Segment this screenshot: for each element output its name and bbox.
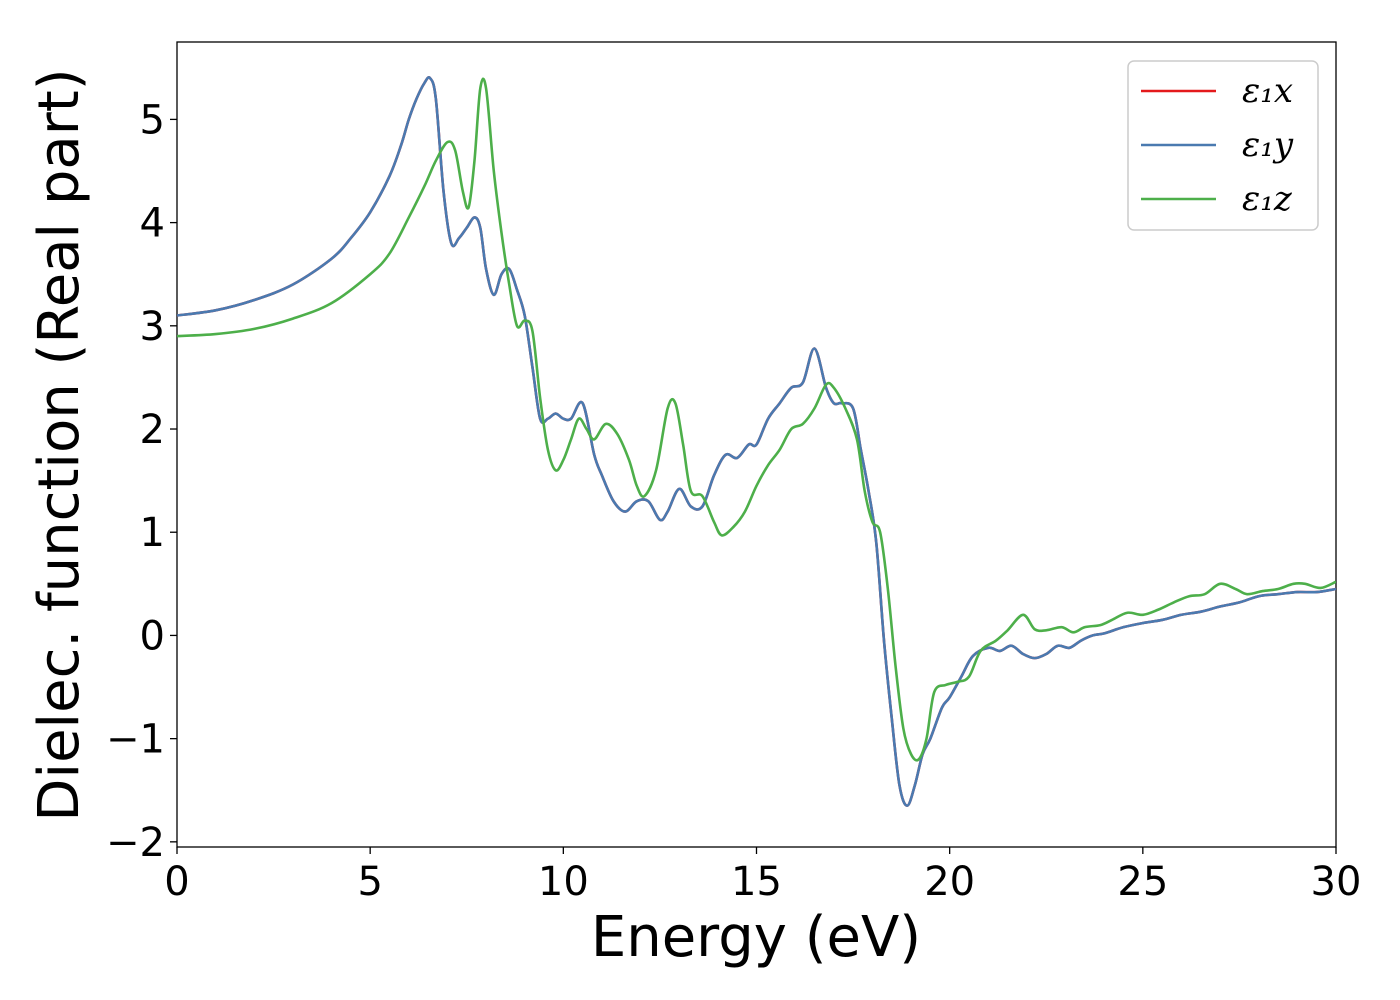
legend-label-2: ε₁y [1242, 125, 1294, 165]
x-tick-label: 30 [1311, 859, 1362, 905]
series-line-3 [177, 77, 1336, 762]
y-tick-label: 3 [140, 304, 165, 350]
series-layer [177, 76, 1336, 808]
y-tick-label: 1 [140, 510, 165, 556]
x-tick-label: 10 [538, 859, 589, 905]
x-axis-label: Energy (eV) [591, 905, 921, 970]
series-line-2 [177, 76, 1336, 808]
y-tick-label: 2 [140, 407, 165, 453]
legend-box [1127, 60, 1319, 231]
legend-label-1: ε₁x [1242, 71, 1293, 111]
y-tick-label: −2 [106, 820, 165, 866]
x-tick-label: 5 [357, 859, 382, 905]
x-axis-ticks: 0 5 10 15 20 25 30 [164, 847, 1361, 905]
x-tick-label: 25 [1117, 859, 1168, 905]
x-tick-label: 15 [731, 859, 782, 905]
y-tick-label: −1 [106, 717, 165, 763]
x-tick-label: 0 [164, 859, 189, 905]
legend: ε₁x ε₁y ε₁z [1127, 60, 1319, 231]
y-axis-label: Dielec. function (Real part) [27, 68, 92, 821]
y-axis-ticks: −2 −1 0 1 2 3 4 5 [106, 97, 177, 866]
legend-items: ε₁x ε₁y ε₁z [1141, 71, 1294, 219]
y-tick-label: 5 [140, 97, 165, 143]
y-tick-label: 4 [140, 201, 165, 247]
legend-label-3: ε₁z [1242, 179, 1293, 219]
y-tick-label: 0 [140, 613, 165, 659]
x-tick-label: 20 [924, 859, 975, 905]
